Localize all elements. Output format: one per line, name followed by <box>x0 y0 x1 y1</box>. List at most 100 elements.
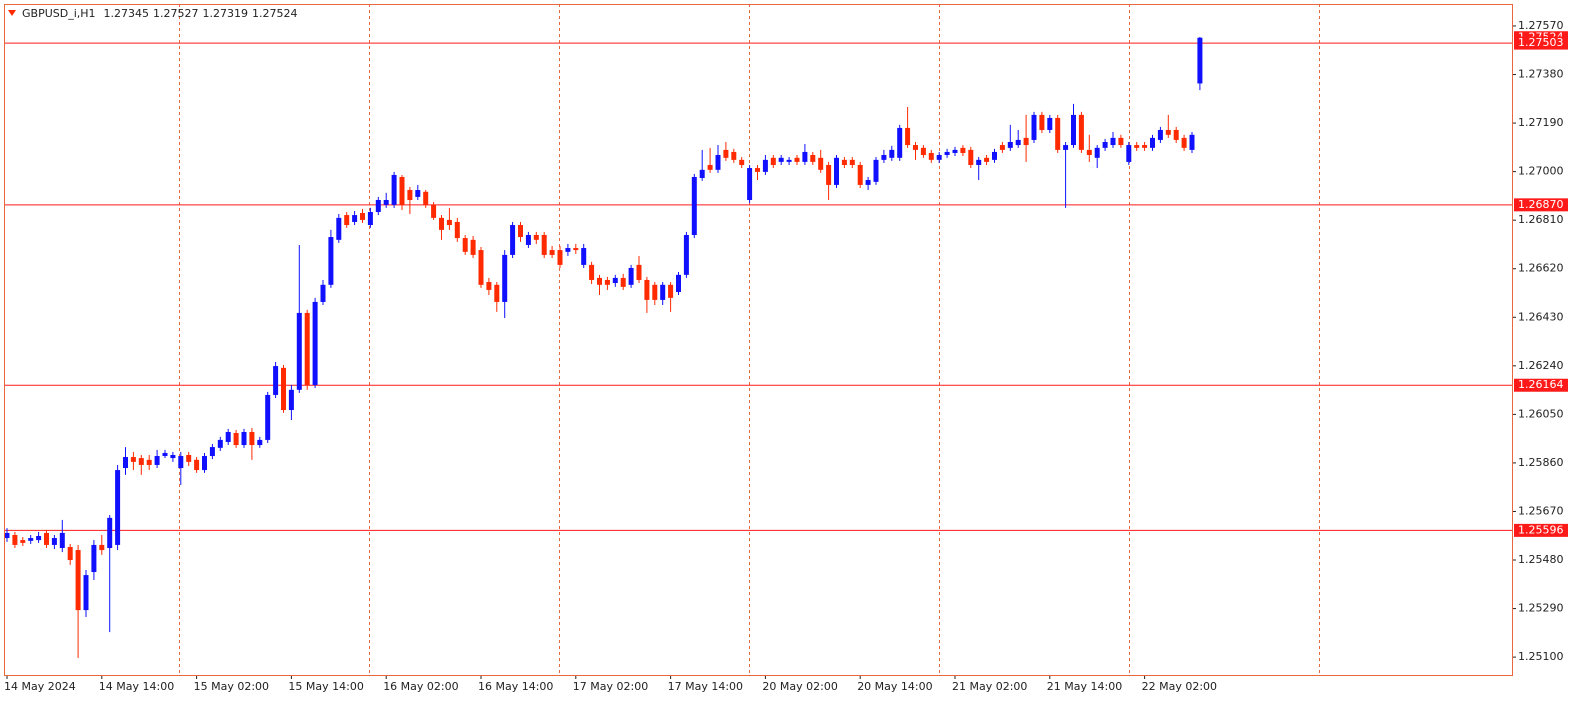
candle-body <box>186 454 192 462</box>
level-label: 1.27503 <box>1518 36 1564 49</box>
y-tick-label: 1.26240 <box>1518 359 1564 372</box>
candle-body <box>1031 114 1037 140</box>
candle-body <box>873 159 879 182</box>
candle-body <box>826 164 832 185</box>
ohlc-open: 1.27345 <box>104 7 150 20</box>
candle-body <box>913 145 918 150</box>
candle-body <box>91 544 97 573</box>
candle-body <box>518 225 523 238</box>
candle-body <box>1126 145 1132 162</box>
candle-body <box>589 264 595 280</box>
separators <box>179 4 1320 675</box>
y-tick-label: 1.25670 <box>1518 504 1564 517</box>
candle-body <box>494 284 500 302</box>
x-tick-label: 15 May 02:00 <box>194 680 269 693</box>
x-tick-label: 17 May 02:00 <box>573 680 648 693</box>
candle-body <box>75 550 81 611</box>
candle-body <box>1165 129 1171 135</box>
x-tick-label: 16 May 14:00 <box>478 680 553 693</box>
candle-body <box>336 217 342 240</box>
y-tick-label: 1.26430 <box>1518 310 1564 323</box>
candle-body <box>857 164 863 185</box>
candle-body <box>194 459 200 471</box>
candle-body <box>834 157 839 185</box>
candle-body <box>1110 137 1116 146</box>
candle-body <box>217 439 223 448</box>
x-tick-label: 22 May 02:00 <box>1142 680 1217 693</box>
candle-body <box>99 544 105 551</box>
candle-body <box>202 456 207 471</box>
candle-body <box>1063 145 1069 150</box>
candle-body <box>581 248 587 265</box>
candle-body <box>984 157 990 162</box>
y-tick-label: 1.27190 <box>1518 116 1564 129</box>
candle-body <box>683 234 689 275</box>
x-tick-label: 20 May 14:00 <box>857 680 932 693</box>
candle-body <box>597 277 602 285</box>
candle-body <box>1197 37 1203 84</box>
candle-body <box>573 248 579 251</box>
y-tick-label: 1.25100 <box>1518 650 1564 663</box>
candle-body <box>952 149 958 153</box>
candle-body <box>652 284 658 300</box>
candle-body <box>612 277 618 284</box>
candle-body <box>992 151 997 160</box>
candle-body <box>715 155 721 170</box>
level-label-box <box>1514 198 1568 212</box>
candle-body <box>454 221 460 239</box>
candle-body <box>130 457 136 462</box>
candle-body <box>415 190 421 197</box>
candle-body <box>976 159 982 165</box>
candle-body <box>281 367 286 411</box>
candle-body <box>905 127 911 146</box>
candle-body <box>391 174 397 205</box>
candle-body <box>123 457 128 469</box>
candle-body <box>968 149 974 165</box>
candle-body <box>1150 137 1155 148</box>
candle-body <box>928 152 934 160</box>
x-tick-label: 14 May 2024 <box>4 680 76 693</box>
candle-body <box>257 439 263 446</box>
x-tick-label: 21 May 14:00 <box>1047 680 1122 693</box>
candle-body <box>225 431 231 442</box>
candle-body <box>178 456 184 469</box>
candle-body <box>1039 114 1045 130</box>
candle-body <box>1189 134 1195 150</box>
candle-body <box>1078 114 1084 150</box>
collapse-icon[interactable] <box>8 10 16 16</box>
candle-body <box>407 190 413 200</box>
candle-body <box>431 204 437 218</box>
candle-body <box>249 431 255 446</box>
y-tick-label: 1.25480 <box>1518 553 1564 566</box>
candle-body <box>138 458 144 465</box>
candle-body <box>170 454 176 459</box>
candle-body <box>1015 139 1021 146</box>
candle-body <box>288 389 294 411</box>
level-label: 1.25596 <box>1518 523 1564 536</box>
x-tick-label: 14 May 14:00 <box>99 680 174 693</box>
y-tick-label: 1.27380 <box>1518 68 1564 81</box>
candle-body <box>107 517 113 549</box>
candle-body <box>628 267 634 285</box>
candle-body <box>367 211 373 226</box>
candle-body <box>707 164 713 170</box>
candle-body <box>146 459 152 465</box>
candle-body <box>549 250 555 255</box>
y-tick-label: 1.27570 <box>1518 19 1564 32</box>
candle-body <box>541 234 547 255</box>
candle-body <box>818 157 824 170</box>
candle-body <box>51 538 57 545</box>
candle-body <box>423 191 429 205</box>
plot-frame <box>4 4 1513 676</box>
candle-body <box>565 248 571 252</box>
candle-body <box>849 159 855 165</box>
ohlc-high: 1.27527 <box>153 7 199 20</box>
candle-body <box>770 157 776 165</box>
candle-body <box>960 147 966 153</box>
candle-body <box>802 151 808 162</box>
chart-header: GBPUSD_i,H1 1.27345 1.27527 1.27319 1.27524 <box>22 7 298 20</box>
candle-body <box>731 151 737 160</box>
candle-body <box>20 540 26 543</box>
